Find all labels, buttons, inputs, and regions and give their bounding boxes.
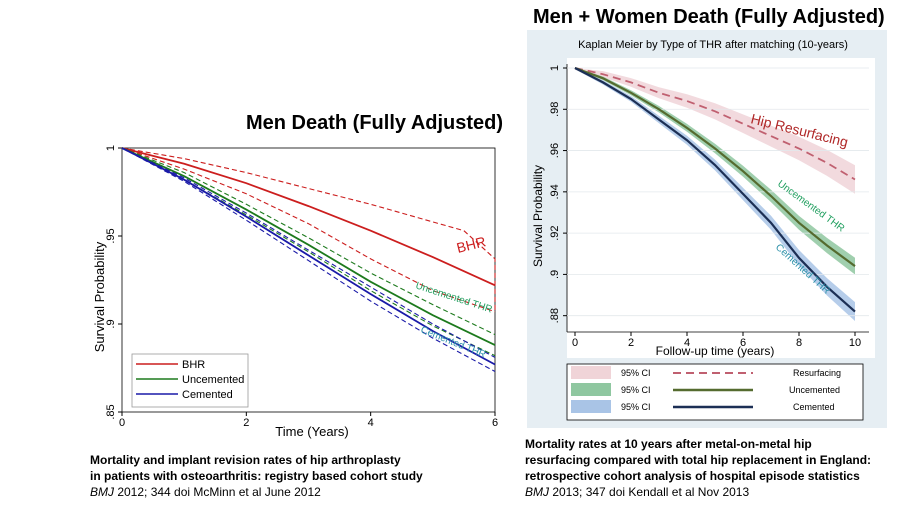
- right-caption-line3: retrospective cohort analysis of hospita…: [525, 469, 860, 483]
- legend-resurfacing: Resurfacing: [793, 368, 841, 378]
- right-chart-heading: Men + Women Death (Fully Adjusted): [533, 6, 885, 28]
- right-chart-title: Kaplan Meier by Type of THR after matchi…: [578, 39, 848, 51]
- right-x-tick-label: 10: [849, 337, 861, 349]
- left-x-tick-label: 4: [368, 417, 374, 429]
- left-y-axis-label: Survival Probability: [92, 241, 107, 352]
- men-death-chart: 0 2 4 6 1 .95 .9 .85 Survival Probability Time …: [92, 145, 498, 439]
- legend-ci-resurfacing: 95% CI: [621, 368, 651, 378]
- left-y-tick-label: .95: [105, 228, 117, 243]
- right-x-tick-label: 8: [796, 337, 802, 349]
- legend-ci-uncemented: 95% CI: [621, 385, 651, 395]
- right-x-axis-label: Follow-up time (years): [656, 344, 775, 358]
- right-y-tick-label: .94: [549, 184, 561, 199]
- left-caption-ref: 2012; 344 doi McMinn et al June 2012: [114, 485, 321, 499]
- right-series-cemented: [574, 67, 856, 313]
- left-series-bhr: [121, 147, 496, 287]
- right-y-tick-label: 1: [549, 65, 561, 71]
- left-plot-frame: [121, 147, 496, 413]
- right-caption: Mortality rates at 10 years after metal-…: [525, 436, 871, 500]
- left-caption: Mortality and implant revision rates of …: [90, 452, 423, 500]
- right-series-uncemented: [574, 66, 856, 267]
- right-legend: 95% CI Resurfacing 95% CI Uncemented 95%…: [566, 363, 864, 421]
- men-women-death-chart: Kaplan Meier by Type of THR after matchi…: [527, 30, 887, 428]
- left-series-cemented-lower: [121, 147, 496, 372]
- left-series-uncemented: [121, 147, 496, 346]
- left-y-tick-label: .85: [105, 404, 117, 419]
- left-series-uncemented-upper: [121, 147, 496, 336]
- right-x-tick-label: 2: [628, 337, 634, 349]
- left-y-tick-label: .9: [105, 319, 117, 328]
- left-series-uncemented-lower: [121, 147, 496, 357]
- legend-cemented-right: Cemented: [793, 402, 835, 412]
- legend-ci-cemented: 95% CI: [621, 402, 651, 412]
- annotation-cemented-thr: Cemented THR: [419, 325, 487, 361]
- right-x-tick-label: 0: [572, 337, 578, 349]
- right-y-tick-label: .96: [549, 143, 561, 158]
- right-caption-line2: resurfacing compared with total hip repl…: [525, 453, 872, 467]
- left-x-tick-label: 6: [492, 417, 498, 429]
- left-x-tick-label: 2: [243, 417, 249, 429]
- right-y-tick-label: .88: [549, 308, 561, 323]
- legend-bhr: BHR: [182, 359, 205, 371]
- annotation-bhr: BHR: [455, 233, 488, 256]
- annotation-uncemented-thr: Uncemented THR: [414, 280, 493, 315]
- right-y-tick-label: .92: [549, 225, 561, 240]
- right-y-tick-label: .98: [549, 102, 561, 117]
- left-caption-journal: BMJ: [90, 485, 114, 499]
- left-series-cemented: [121, 147, 496, 366]
- left-y-tick-label: 1: [105, 145, 117, 151]
- right-x-tick-label: 4: [684, 337, 690, 349]
- plot-area: [567, 58, 875, 358]
- left-chart-heading: Men Death (Fully Adjusted): [246, 112, 504, 134]
- left-caption-line1: Mortality and implant revision rates of …: [90, 453, 401, 467]
- legend-cemented: Cemented: [182, 389, 233, 401]
- left-legend: BHR Uncemented Cemented: [131, 353, 249, 408]
- right-caption-ref: 2013; 347 doi Kendall et al Nov 2013: [549, 485, 750, 499]
- right-caption-journal: BMJ: [525, 485, 549, 499]
- right-y-tick-label: .9: [549, 270, 561, 279]
- right-y-axis-label: Survival Probability: [531, 165, 545, 267]
- left-x-tick-label: 0: [119, 417, 125, 429]
- left-series-cemented-upper: [121, 147, 496, 358]
- legend-uncemented: Uncemented: [182, 374, 244, 386]
- left-x-axis-label: Time (Years): [275, 424, 348, 439]
- left-caption-line2: in patients with osteoarthritis: registr…: [90, 469, 423, 483]
- legend-uncemented-right: Uncemented: [789, 385, 840, 395]
- right-series-resurfacing: [574, 67, 856, 181]
- right-caption-line1: Mortality rates at 10 years after metal-…: [525, 437, 812, 451]
- left-series-bhr-upper: [121, 147, 496, 312]
- left-series-bhr-lower: [121, 147, 496, 313]
- right-x-tick-label: 6: [740, 337, 746, 349]
